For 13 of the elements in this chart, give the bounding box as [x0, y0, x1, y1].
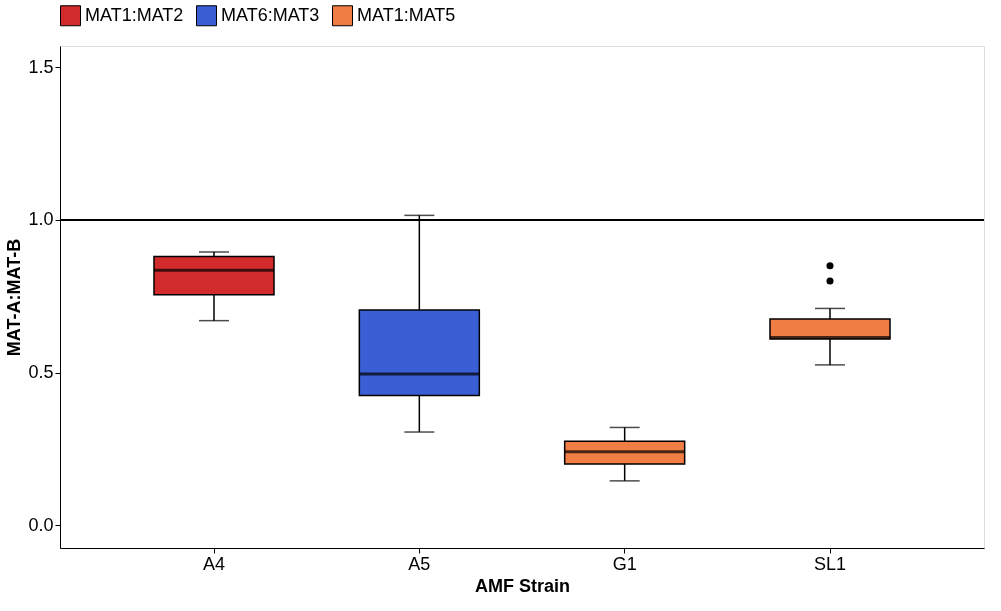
y-tick-label: 0.5 [28, 362, 54, 383]
y-tick-label: 1.5 [28, 56, 54, 77]
x-tick-label: A5 [408, 553, 431, 574]
y-axis-title: MAT-A:MAT-B [4, 238, 25, 357]
x-axis-title: AMF Strain [474, 575, 571, 596]
x-tick-label: G1 [612, 553, 637, 574]
x-tick-label: A4 [202, 553, 226, 574]
legend-label: MAT1:MAT2 [85, 4, 184, 25]
y-tick-label: 1.0 [28, 209, 54, 230]
legend-label: MAT1:MAT5 [357, 4, 456, 25]
x-tick-label: SL1 [813, 553, 847, 574]
y-tick-label: 0.0 [28, 514, 54, 535]
legend-label: MAT6:MAT3 [221, 4, 320, 25]
